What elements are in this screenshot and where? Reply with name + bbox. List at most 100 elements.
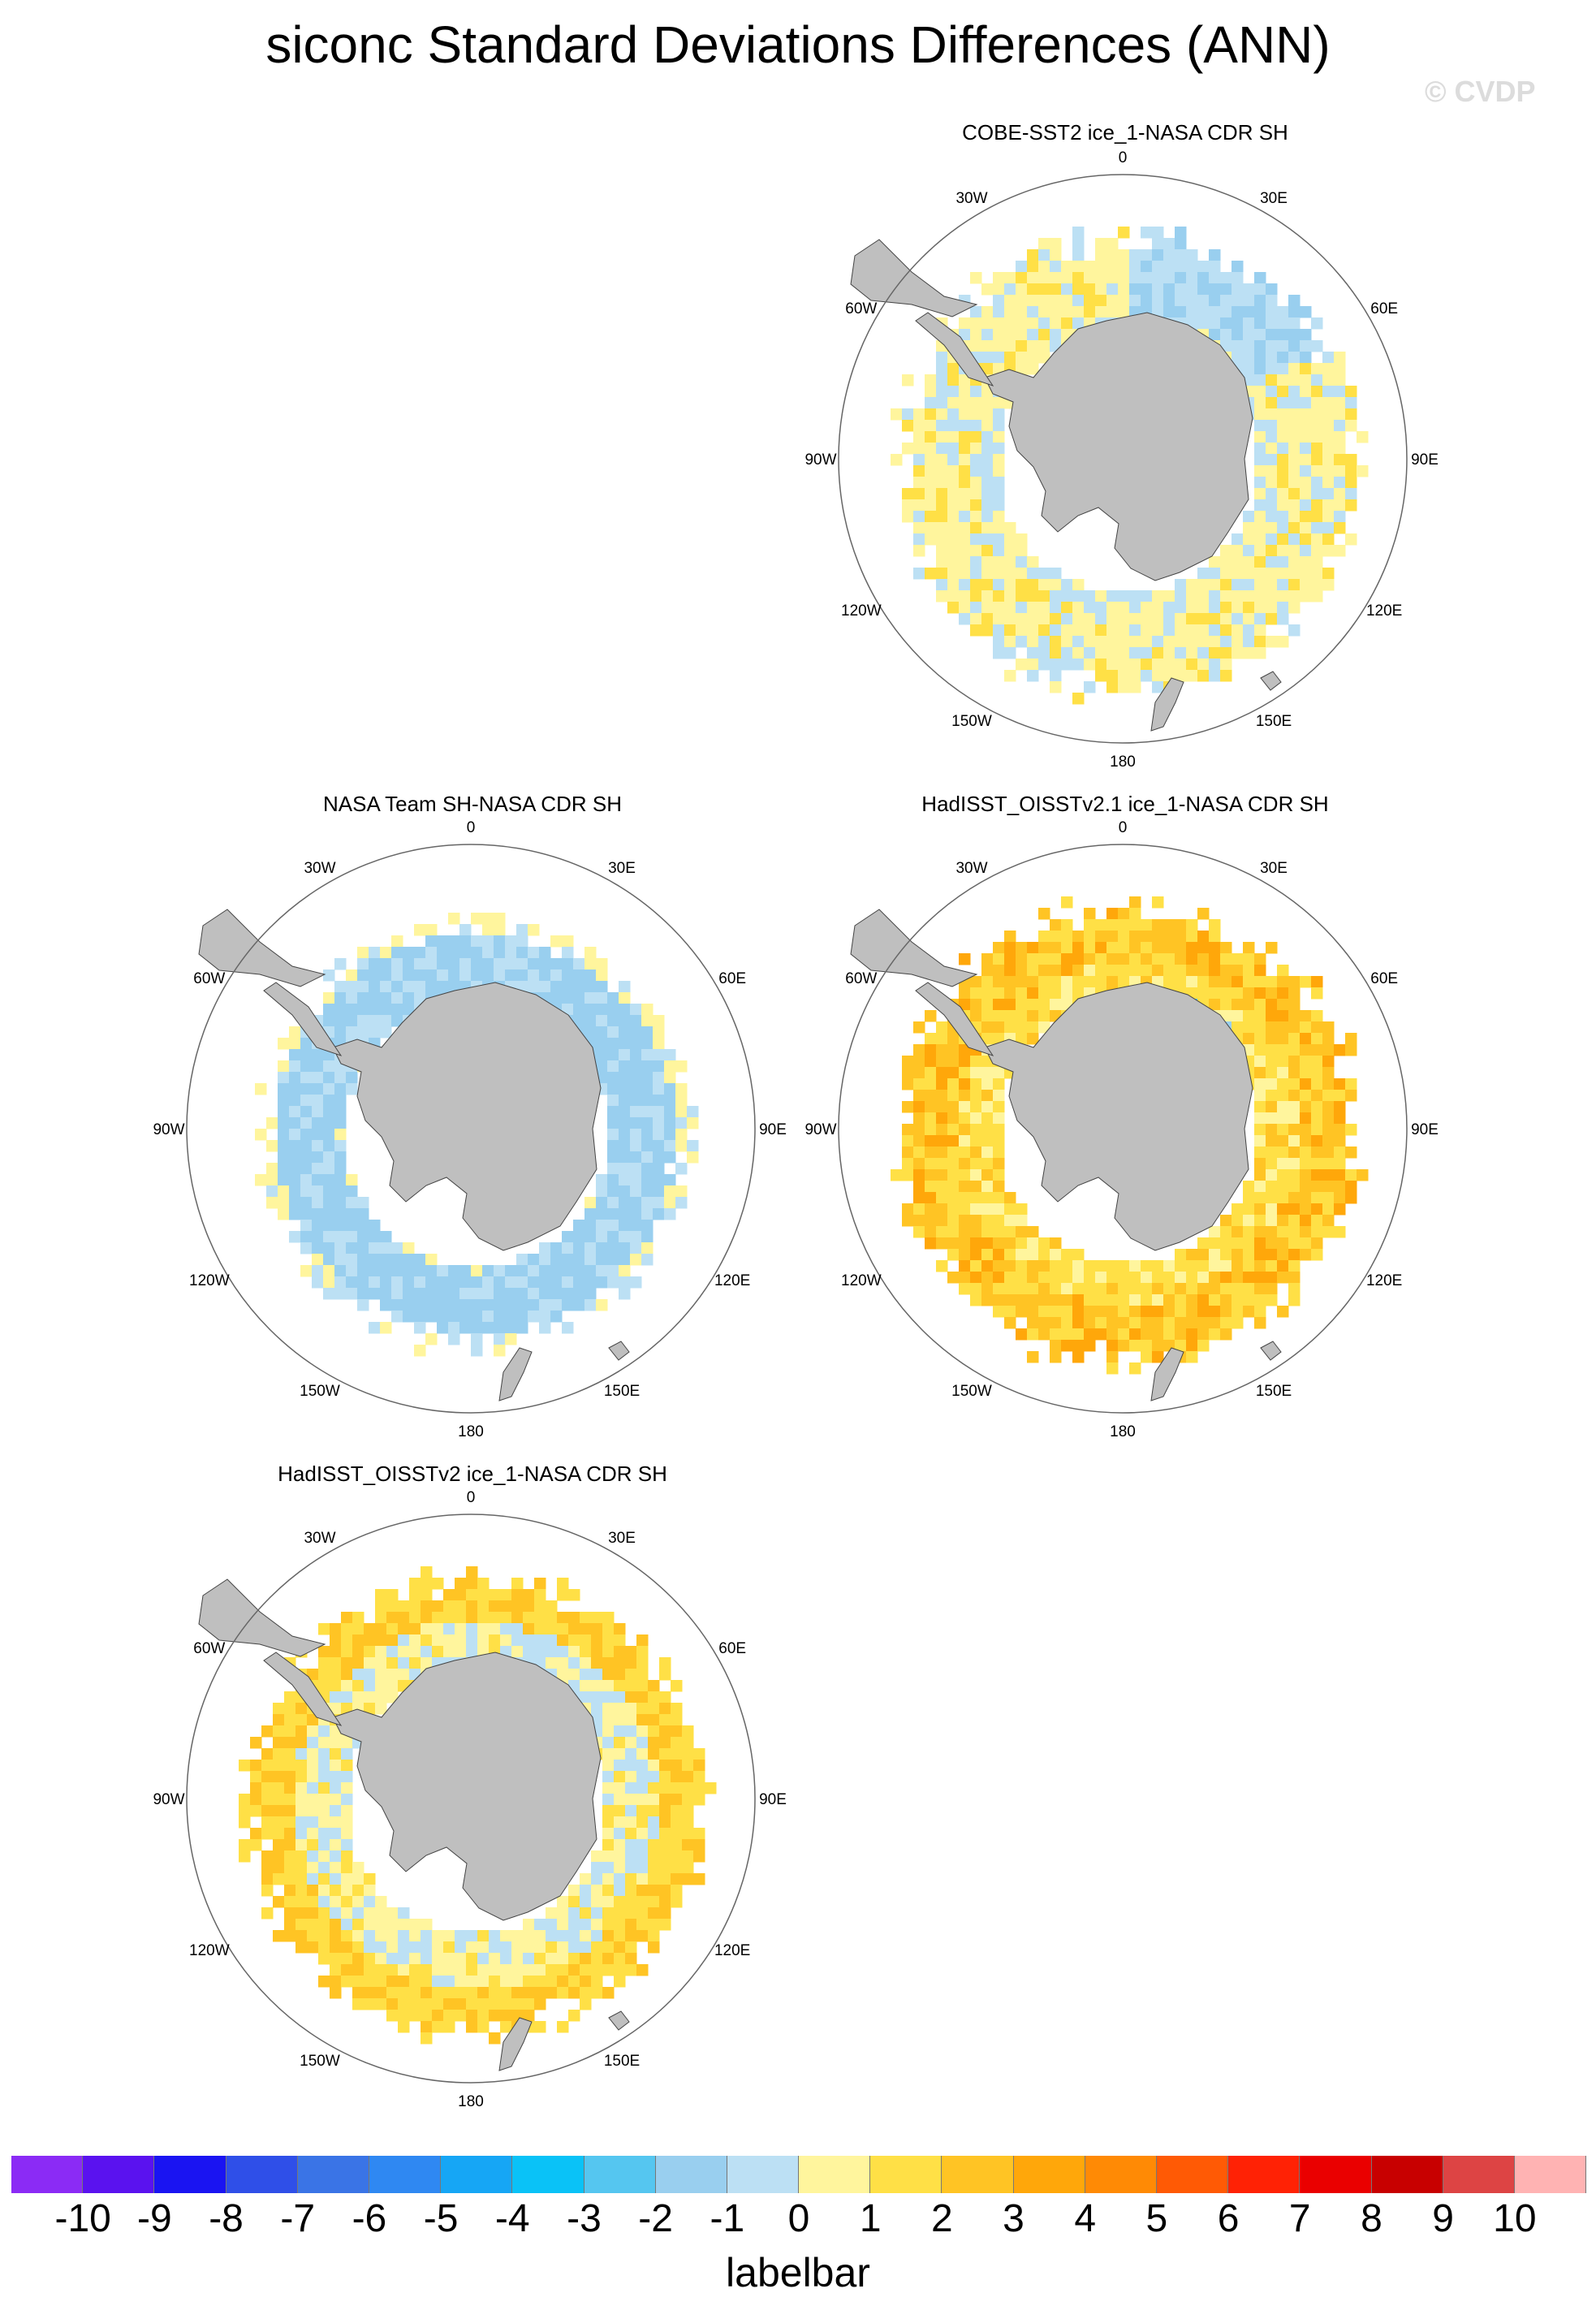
antarctic-peninsula	[263, 982, 343, 1056]
tasmania	[608, 1341, 630, 1361]
panel-title-cobe: COBE-SST2 ice_1-NASA CDR SH	[962, 120, 1288, 145]
labelbar-tick-label: 6	[1217, 2197, 1240, 2240]
labelbar-swatch	[942, 2156, 1014, 2193]
labelbar-tick-label: 8	[1361, 2197, 1382, 2240]
map-boundary-circle	[186, 1514, 756, 2084]
longitude-label: 180	[458, 1423, 484, 1440]
labelbar-tick-label: 4	[1074, 2197, 1097, 2240]
labelbar-swatch	[727, 2156, 800, 2193]
labelbar-swatch	[369, 2156, 442, 2193]
labelbar-tick-label: -3	[567, 2197, 602, 2240]
labelbar-tick-label: 9	[1432, 2197, 1454, 2240]
longitude-label: 150E	[1256, 1383, 1292, 1400]
labelbar-tick-label: -4	[494, 2197, 530, 2240]
labelbar-swatch	[870, 2156, 943, 2193]
longitude-label: 60W	[193, 970, 225, 987]
longitude-label: 0	[467, 819, 476, 836]
labelbar-tick-label: -2	[638, 2197, 673, 2240]
panel-title-hadisst-oisstv2: HadISST_OISSTv2 ice_1-NASA CDR SH	[278, 1462, 667, 1486]
labelbar-swatch	[799, 2156, 871, 2193]
labelbar-swatch	[1514, 2156, 1587, 2193]
labelbar-swatch	[11, 2156, 84, 2193]
labelbar-tick-label: 2	[931, 2197, 953, 2240]
longitude-label: 150E	[604, 2053, 640, 2070]
longitude-label: 30E	[1260, 860, 1288, 877]
longitude-label: 60W	[845, 970, 877, 987]
longitude-label: 30W	[955, 860, 987, 877]
longitude-label: 60E	[718, 970, 746, 987]
antarctic-peninsula	[915, 312, 994, 386]
labelbar-swatch	[297, 2156, 369, 2193]
sea-ice-field	[891, 227, 1369, 705]
longitude-label: 0	[1119, 819, 1128, 836]
longitude-label: 180	[1110, 1423, 1136, 1440]
longitude-label: 30E	[608, 860, 636, 877]
longitude-label: 150E	[1256, 713, 1292, 730]
longitude-label: 0	[467, 1489, 476, 1506]
labelbar	[11, 2156, 1587, 2196]
longitude-label: 120E	[1366, 1272, 1402, 1289]
new-zealand	[1150, 1347, 1184, 1401]
longitude-label: 60E	[1370, 300, 1398, 317]
labelbar-tick-label: -8	[209, 2197, 244, 2240]
longitude-label: 60E	[1370, 970, 1398, 987]
longitude-label: 60E	[718, 1640, 746, 1657]
labelbar-tick-label: -1	[710, 2197, 745, 2240]
longitude-label: 30W	[955, 190, 987, 207]
longitude-label: 90E	[759, 1791, 787, 1808]
map-boundary-circle	[838, 844, 1408, 1414]
labelbar-title: labelbar	[726, 2250, 870, 2295]
cvdp-watermark: © CVDP	[1425, 75, 1536, 108]
labelbar-swatch	[1443, 2156, 1515, 2193]
labelbar-swatch	[1228, 2156, 1301, 2193]
labelbar-tick-label: -5	[423, 2197, 459, 2240]
new-zealand	[498, 2017, 533, 2071]
labelbar-swatch	[1157, 2156, 1229, 2193]
tasmania	[1260, 671, 1282, 691]
longitude-label: 90E	[1411, 451, 1439, 469]
longitude-label: 60W	[193, 1640, 225, 1657]
labelbar-swatch	[83, 2156, 155, 2193]
labelbar-ticks: -10 -9 -8 -7 -6 -5 -4 -3 -2 -1 0 1 2 3 4 5 6 7 8 9 10	[0, 2196, 1596, 2253]
longitude-label: 180	[1110, 754, 1136, 771]
longitude-label: 90W	[804, 451, 836, 469]
labelbar-swatch	[1300, 2156, 1372, 2193]
labelbar-swatch	[1371, 2156, 1443, 2193]
labelbar-tick-label: -7	[280, 2197, 316, 2240]
labelbar-tick-label: -10	[54, 2197, 111, 2240]
longitude-label: 90E	[759, 1121, 787, 1138]
panel-title-hadisst-oisstv21: HadISST_OISSTv2.1 ice_1-NASA CDR SH	[921, 792, 1329, 816]
longitude-label: 30W	[304, 860, 335, 877]
longitude-label: 150W	[951, 713, 992, 730]
labelbar-tick-label: 5	[1145, 2197, 1168, 2240]
longitude-label: 90W	[804, 1121, 836, 1138]
south-america-tip	[850, 909, 978, 987]
longitude-label: 120W	[189, 1272, 230, 1289]
longitude-label: 30W	[304, 1530, 335, 1547]
south-america-tip	[198, 909, 326, 987]
new-zealand	[1150, 677, 1184, 732]
longitude-label: 0	[1119, 149, 1128, 166]
longitude-label: 180	[458, 2093, 484, 2110]
sea-ice-field	[255, 913, 699, 1357]
map-boundary-circle	[838, 174, 1408, 744]
labelbar-swatch	[154, 2156, 226, 2193]
panel-title-nasa-team: NASA Team SH-NASA CDR SH	[323, 792, 622, 816]
longitude-label: 90W	[153, 1121, 184, 1138]
longitude-label: 90E	[1411, 1121, 1439, 1138]
labelbar-tick-label: 3	[1003, 2197, 1024, 2240]
longitude-label: 120W	[841, 602, 882, 620]
tasmania	[608, 2010, 630, 2031]
labelbar-swatch	[584, 2156, 656, 2193]
longitude-label: 90W	[153, 1791, 184, 1808]
labelbar-tick-label: 10	[1493, 2197, 1537, 2240]
labelbar-swatch	[1085, 2156, 1157, 2193]
labelbar-tick-label: 1	[859, 2197, 882, 2240]
labelbar-swatch	[1013, 2156, 1085, 2193]
labelbar-tick-label: -6	[352, 2197, 387, 2240]
longitude-label: 120W	[189, 1942, 230, 1959]
longitude-label: 150W	[300, 2053, 340, 2070]
longitude-label: 30E	[608, 1530, 636, 1547]
longitude-label: 150W	[300, 1383, 340, 1400]
polar-map-team: 0 30E 60E 90E 120E 150E 180 150W 120W 90W 60W 30W	[153, 819, 786, 1440]
